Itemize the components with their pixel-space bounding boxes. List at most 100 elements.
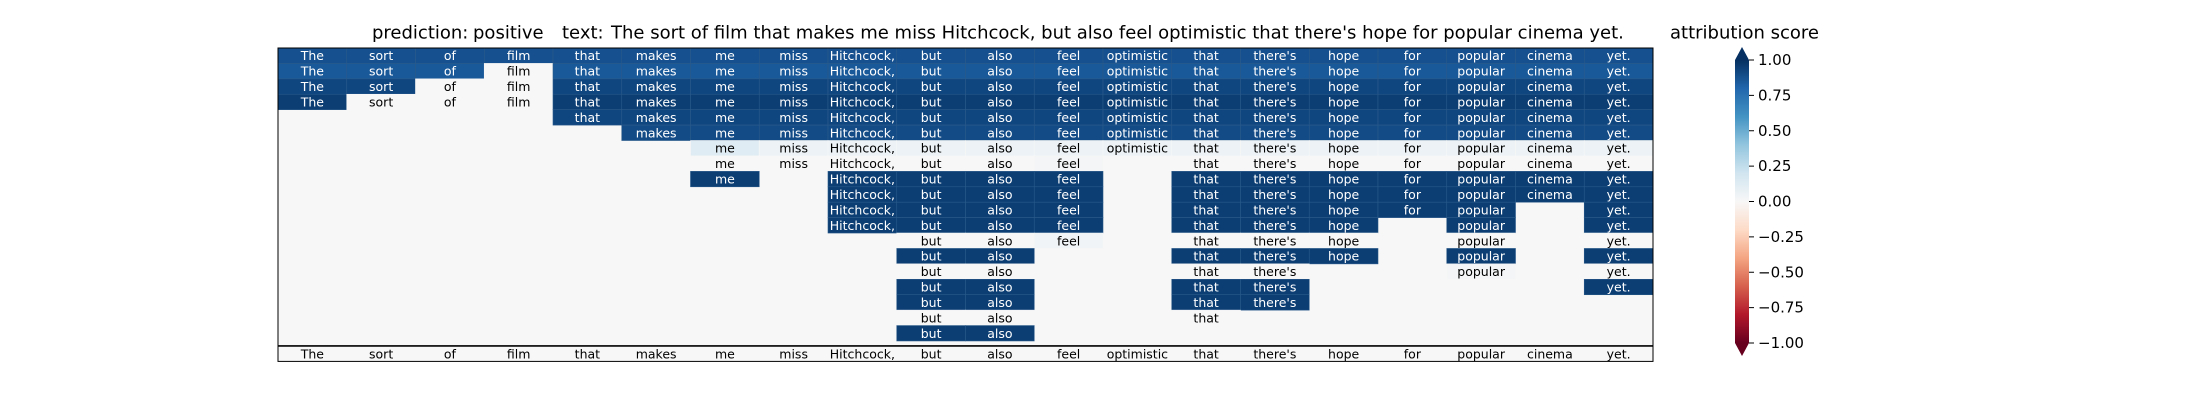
heatmap-token: cinema: [1527, 125, 1573, 140]
heatmap-token: but: [921, 280, 942, 295]
heatmap-token: for: [1404, 64, 1422, 79]
heatmap-token: popular: [1457, 249, 1506, 264]
heatmap-token: yet.: [1607, 218, 1631, 233]
heatmap-token: yet.: [1607, 264, 1631, 279]
footer-token: there's: [1253, 347, 1296, 362]
colorbar-title: attribution score: [1670, 23, 1819, 44]
heatmap-token: Hitchcock,: [830, 156, 895, 171]
heatmap-token: of: [444, 48, 457, 63]
heatmap-token: but: [921, 79, 942, 94]
heatmap-token: Hitchcock,: [830, 202, 895, 217]
heatmap-token: also: [987, 326, 1012, 341]
heatmap-token: The: [300, 48, 325, 63]
prediction-value: positive: [473, 23, 544, 44]
heatmap-token: for: [1404, 79, 1422, 94]
heatmap-token: feel: [1057, 218, 1080, 233]
heatmap-token: that: [1193, 264, 1218, 279]
heatmap-token: that: [575, 64, 600, 79]
colorbar-bottom-arrow: [1735, 343, 1749, 356]
heatmap-token: me: [715, 141, 735, 156]
heatmap-token: yet.: [1607, 249, 1631, 264]
heatmap-token: there's: [1253, 156, 1296, 171]
heatmap-token: that: [1193, 94, 1218, 109]
heatmap-token: popular: [1457, 172, 1506, 187]
heatmap-token: that: [1193, 202, 1218, 217]
heatmap-token: hope: [1328, 125, 1360, 140]
heatmap-token: film: [507, 79, 531, 94]
heatmap-token: feel: [1057, 172, 1080, 187]
heatmap-token: but: [921, 64, 942, 79]
heatmap-token: but: [921, 125, 942, 140]
heatmap-token: optimistic: [1107, 48, 1168, 63]
footer-token: cinema: [1527, 347, 1573, 362]
heatmap-token: there's: [1253, 79, 1296, 94]
heatmap-token: yet.: [1607, 202, 1631, 217]
heatmap-token: yet.: [1607, 48, 1631, 63]
heatmap-token: also: [987, 295, 1012, 310]
heatmap-token: there's: [1253, 249, 1296, 264]
heatmap-token: there's: [1253, 187, 1296, 202]
heatmap-token: optimistic: [1107, 141, 1168, 156]
colorbar-tick-label: 1.00: [1758, 51, 1791, 69]
heatmap-token: popular: [1457, 79, 1506, 94]
heatmap-token: miss: [779, 141, 808, 156]
heatmap-token: feel: [1057, 94, 1080, 109]
heatmap-token: also: [987, 172, 1012, 187]
heatmap-token: me: [715, 156, 735, 171]
heatmap-token: Hitchcock,: [830, 125, 895, 140]
footer-token: yet.: [1607, 347, 1631, 362]
heatmap-token: that: [1193, 79, 1218, 94]
heatmap-token: that: [1193, 48, 1218, 63]
heatmap-token: Hitchcock,: [830, 187, 895, 202]
heatmap-token: miss: [779, 79, 808, 94]
heatmap-token: makes: [636, 110, 677, 125]
heatmap-token: feel: [1057, 48, 1080, 63]
heatmap-token: hope: [1328, 48, 1360, 63]
heatmap-token: yet.: [1607, 233, 1631, 248]
heatmap-token: Hitchcock,: [830, 172, 895, 187]
heatmap-token: popular: [1457, 94, 1506, 109]
heatmap-token: yet.: [1607, 172, 1631, 187]
heatmap-token: me: [715, 79, 735, 94]
heatmap-token: feel: [1057, 202, 1080, 217]
heatmap-token: makes: [636, 79, 677, 94]
heatmap-token: also: [987, 233, 1012, 248]
heatmap-cell: [1240, 294, 1310, 311]
heatmap-token: hope: [1328, 156, 1360, 171]
heatmap-token: hope: [1328, 202, 1360, 217]
heatmap-token: yet.: [1607, 280, 1631, 295]
heatmap-token: sort: [369, 48, 393, 63]
heatmap-token: me: [715, 94, 735, 109]
heatmap-token: but: [921, 110, 942, 125]
heatmap-token: feel: [1057, 110, 1080, 125]
heatmap-token: but: [921, 295, 942, 310]
footer-token: for: [1404, 347, 1422, 362]
footer-token: makes: [636, 347, 677, 362]
heatmap-token: for: [1404, 48, 1422, 63]
footer-token: feel: [1057, 347, 1080, 362]
heatmap-token: also: [987, 48, 1012, 63]
heatmap-token: miss: [779, 94, 808, 109]
heatmap-token: feel: [1057, 233, 1080, 248]
heatmap-token: cinema: [1527, 48, 1573, 63]
heatmap-token: there's: [1253, 280, 1296, 295]
heatmap-token: feel: [1057, 79, 1080, 94]
heatmap-token: popular: [1457, 48, 1506, 63]
heatmap-token: sort: [369, 64, 393, 79]
heatmap-token: hope: [1328, 94, 1360, 109]
heatmap-token: me: [715, 110, 735, 125]
heatmap-token: but: [921, 141, 942, 156]
colorbar-tick-label: −0.25: [1758, 228, 1804, 246]
heatmap-token: yet.: [1607, 94, 1631, 109]
heatmap-token: feel: [1057, 64, 1080, 79]
heatmap-token: cinema: [1527, 187, 1573, 202]
heatmap-token: of: [444, 79, 457, 94]
heatmap-token: also: [987, 110, 1012, 125]
heatmap-token: there's: [1253, 141, 1296, 156]
heatmap-cell: [1033, 232, 1104, 249]
footer-token: optimistic: [1107, 347, 1168, 362]
heatmap-token: me: [715, 172, 735, 187]
heatmap-token: there's: [1253, 48, 1296, 63]
heatmap-token: yet.: [1607, 141, 1631, 156]
heatmap-token: makes: [636, 64, 677, 79]
